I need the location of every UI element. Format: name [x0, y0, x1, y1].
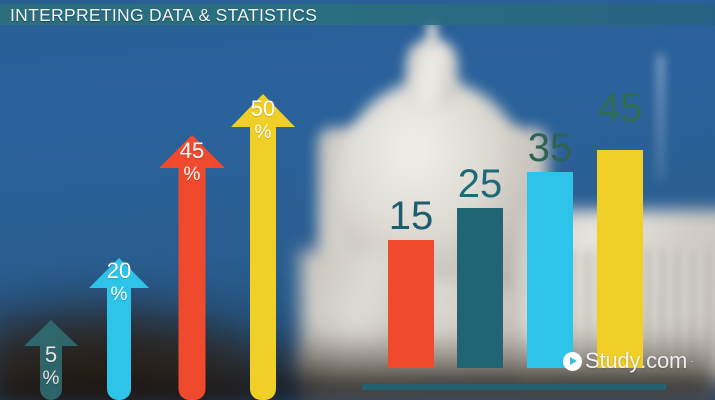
arrow-bar-20-percent: 20 %: [89, 258, 149, 400]
bar-value-label-15: 15: [388, 194, 434, 238]
arrow-bar-45-percent: 45 %: [159, 135, 225, 400]
bar-value-label-25: 25: [457, 162, 503, 206]
study-com-watermark: Study .com ·: [563, 348, 693, 374]
watermark-domain: .com: [640, 348, 688, 373]
arrow-bar-5-percent: 5 %: [24, 320, 78, 400]
capitol-dome-spire: [427, 22, 437, 52]
arrow-shaft: [40, 346, 62, 400]
arrow-bar-50-percent: 50 %: [231, 94, 295, 400]
page-title: INTERPRETING DATA & STATISTICS: [10, 5, 318, 25]
title-bar: INTERPRETING DATA & STATISTICS: [0, 4, 715, 25]
arrow-head-icon: [24, 320, 78, 354]
bar-value-label-45: 45: [597, 86, 643, 130]
bar-35: [527, 172, 573, 368]
arrow-shaft: [178, 168, 206, 400]
arrow-head-icon: [89, 258, 149, 296]
bar-15: [388, 240, 434, 368]
arrow-head-icon: [231, 94, 295, 136]
arrow-shaft: [250, 127, 276, 400]
chart-baseline-axis: [362, 384, 666, 390]
bar-45: [597, 150, 643, 368]
watermark-brand: Study: [585, 348, 641, 373]
arrow-head-icon: [159, 135, 225, 177]
arrow-shaft: [107, 288, 131, 400]
flag-pole: [658, 55, 663, 180]
watermark-registered-mark: ·: [690, 355, 694, 367]
play-circle-icon: [563, 351, 582, 371]
bar-25: [457, 208, 503, 368]
bar-value-label-35: 35: [527, 126, 573, 170]
